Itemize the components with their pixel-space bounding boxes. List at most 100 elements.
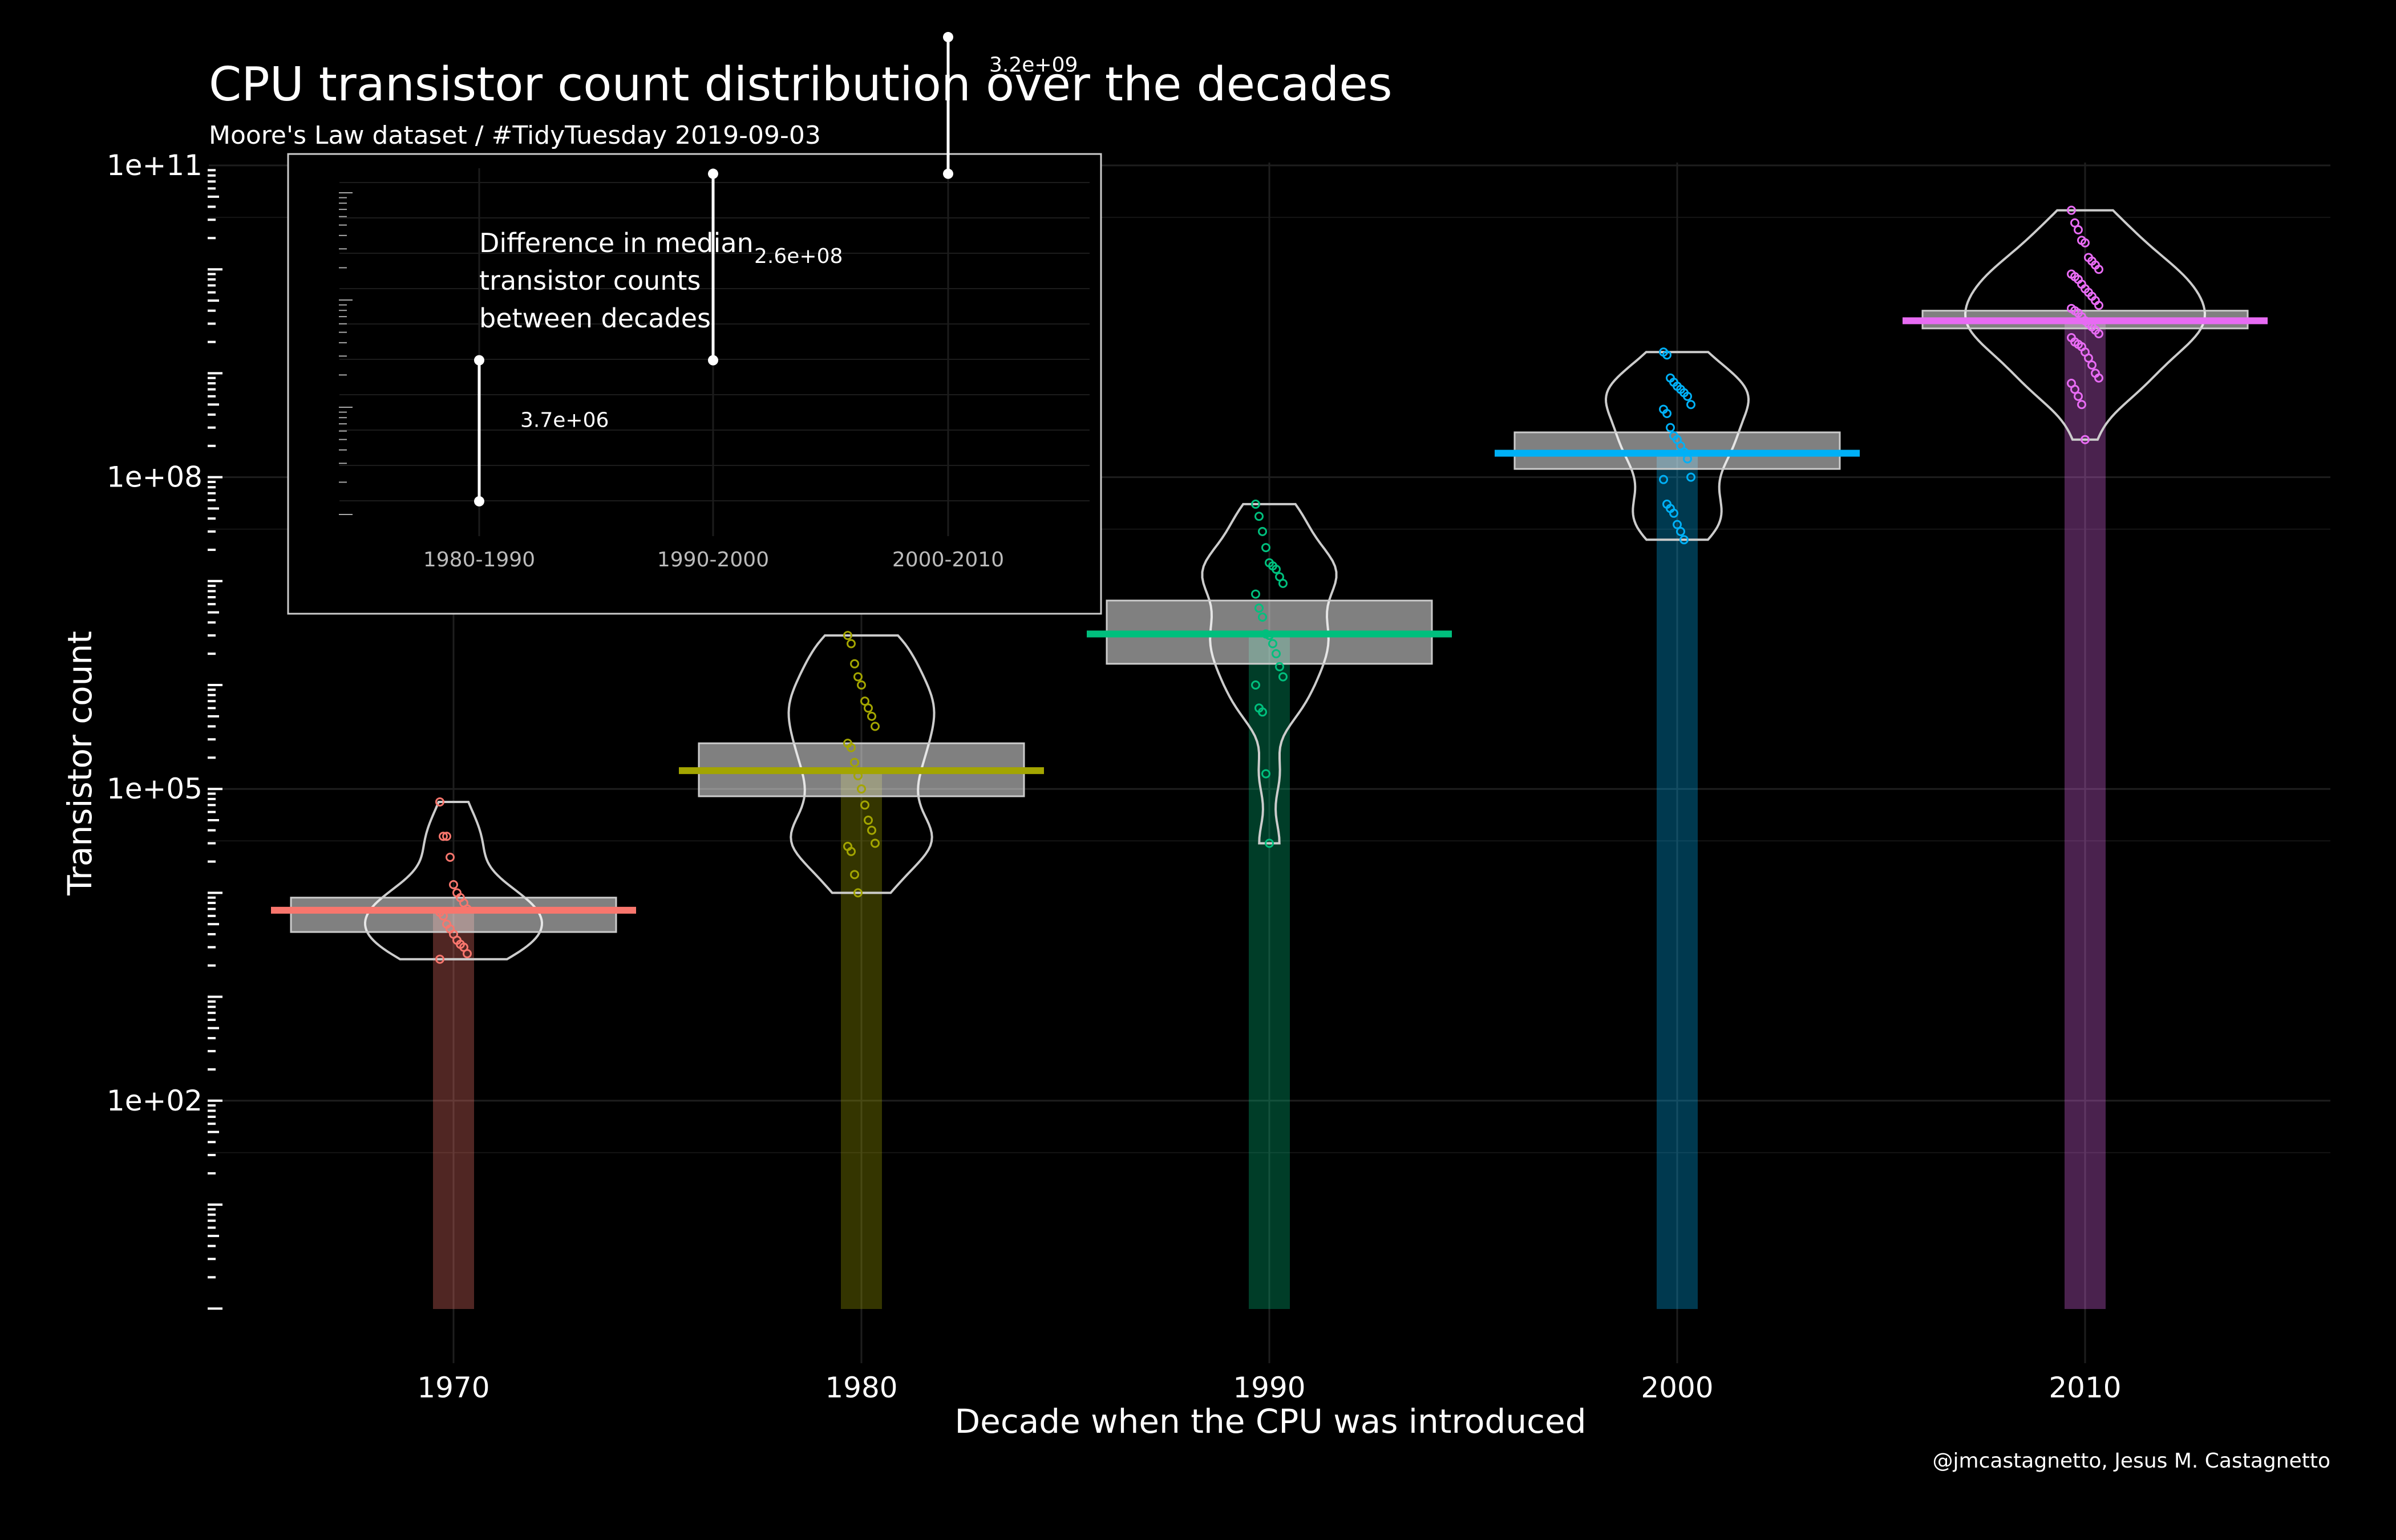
- y-tick-label: 1e+02: [107, 1084, 203, 1117]
- data-point: [1679, 535, 1689, 545]
- inset-x-tick-label: 1990-2000: [657, 548, 769, 572]
- data-point: [442, 832, 451, 841]
- data-point: [857, 784, 866, 794]
- series-2010: [1903, 205, 2268, 444]
- inset-x-tick-label: 1980-1990: [423, 548, 535, 572]
- y-axis-tick-labels: 1e+02 1e+05 1e+08 1e+11: [107, 149, 203, 1117]
- data-point: [1278, 672, 1288, 682]
- data-point: [2077, 400, 2086, 410]
- data-point: [864, 703, 873, 713]
- y-tick-label: 1e+11: [107, 149, 203, 182]
- data-point: [1662, 408, 1671, 418]
- series-1970: [271, 797, 636, 964]
- data-point: [1673, 520, 1682, 529]
- data-point: [463, 949, 472, 958]
- data-point: [2081, 435, 2090, 444]
- inset-segments: 3.7e+06 2.6e+08 3.2e+09: [474, 32, 1078, 506]
- inset-segment-end: [474, 355, 484, 366]
- data-point: [2084, 353, 2093, 363]
- data-point: [1669, 508, 1678, 518]
- range-bar-1990: [1249, 634, 1290, 1309]
- data-point: [853, 888, 863, 898]
- data-point: [439, 911, 448, 921]
- data-point: [1254, 512, 1264, 521]
- data-point: [449, 880, 458, 889]
- series-1990: [1087, 499, 1452, 848]
- data-point: [435, 797, 444, 807]
- inset-segment-label: 3.2e+09: [989, 53, 1078, 76]
- data-point: [864, 816, 873, 825]
- x-tick-label: 1990: [1233, 1371, 1305, 1404]
- data-point: [843, 631, 852, 641]
- data-point: [850, 870, 859, 880]
- data-point: [1686, 472, 1695, 482]
- inset-x-tick-labels: 1980-1990 1990-2000 2000-2010: [423, 548, 1004, 572]
- data-point: [1275, 662, 1284, 671]
- x-tick-label: 2000: [1641, 1371, 1713, 1404]
- data-point: [1265, 838, 1274, 848]
- data-point: [2094, 329, 2103, 339]
- inset-background: [287, 153, 1102, 615]
- y-axis-minor-ticks: [208, 169, 222, 1310]
- data-point: [853, 771, 863, 781]
- y-axis-title: Transistor count: [60, 631, 99, 896]
- series-1980: [679, 631, 1044, 898]
- inset-segment-start: [474, 496, 484, 506]
- chart-title: CPU transistor count distribution over t…: [209, 58, 1393, 112]
- data-point: [1659, 475, 1668, 484]
- data-point: [2094, 265, 2103, 274]
- data-point: [446, 853, 455, 862]
- inset-segment-start: [943, 168, 953, 179]
- data-point: [867, 711, 876, 721]
- inset-segment-end: [943, 32, 953, 43]
- inset-segment-start: [708, 355, 718, 366]
- data-point: [847, 639, 856, 649]
- inset-title-line-2: transistor counts: [479, 265, 701, 296]
- inset-title-line-1: Difference in median: [479, 228, 754, 258]
- data-point: [860, 696, 869, 706]
- data-point: [1258, 707, 1267, 717]
- data-point: [2067, 205, 2076, 215]
- series-group: [271, 205, 2268, 964]
- data-point: [1251, 499, 1260, 509]
- data-point: [1278, 578, 1288, 588]
- data-point: [1683, 454, 1692, 464]
- data-point: [860, 800, 869, 810]
- data-point: [1272, 649, 1281, 659]
- data-point: [850, 757, 859, 767]
- x-tick-label: 2010: [2049, 1371, 2121, 1404]
- data-point: [847, 846, 856, 856]
- data-point: [871, 838, 880, 848]
- data-point: [1662, 350, 1671, 360]
- data-point: [871, 722, 880, 731]
- data-point: [2074, 391, 2083, 401]
- data-point: [2094, 301, 2103, 310]
- data-point: [1272, 565, 1281, 574]
- data-point: [2087, 360, 2096, 370]
- data-point: [2081, 238, 2090, 248]
- violin-2000: [1604, 351, 1750, 541]
- data-point: [1258, 526, 1267, 536]
- violin-1980: [787, 634, 936, 894]
- inset-panel: Difference in median transistor counts b…: [287, 32, 1102, 615]
- range-bar-1970: [433, 910, 474, 1309]
- data-point: [1261, 769, 1270, 779]
- data-point: [1679, 447, 1689, 457]
- y-tick-label: 1e+08: [107, 461, 203, 494]
- range-bar-1980: [841, 771, 882, 1309]
- y-tick-label: 1e+05: [107, 772, 203, 805]
- data-point: [847, 743, 856, 752]
- range-bar-2010: [2065, 321, 2106, 1309]
- range-bars: [433, 321, 2106, 1309]
- data-point: [439, 832, 448, 841]
- inset-segment-end: [708, 168, 718, 179]
- x-tick-label: 1970: [417, 1371, 489, 1404]
- data-point: [2070, 384, 2079, 394]
- inset-title-line-3: between decades: [479, 303, 711, 334]
- x-axis-title: Decade when the CPU was introduced: [954, 1402, 1586, 1441]
- data-point: [1683, 391, 1692, 401]
- inset-y-ticks: [339, 192, 353, 515]
- data-point: [850, 659, 859, 668]
- data-point: [435, 954, 444, 964]
